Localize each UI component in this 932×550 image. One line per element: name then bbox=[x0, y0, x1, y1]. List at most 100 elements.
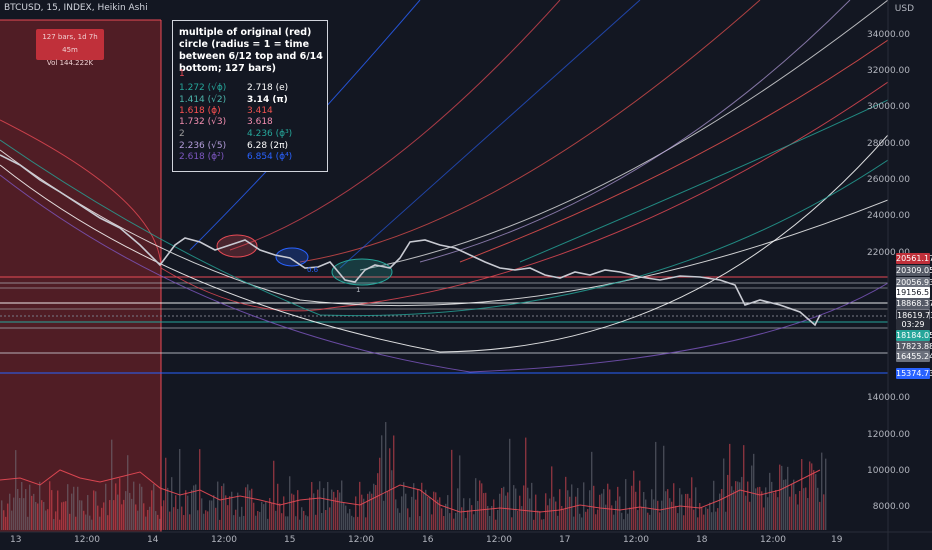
volume-bar bbox=[463, 498, 465, 530]
volume-bar bbox=[551, 466, 553, 530]
volume-bar bbox=[583, 482, 585, 530]
volume-bar bbox=[471, 505, 473, 530]
price-tag: 20561.17 bbox=[896, 253, 932, 264]
volume-bar bbox=[549, 498, 551, 530]
volume-bar bbox=[47, 509, 49, 530]
annotation-note[interactable]: multiple of original (red) circle (radiu… bbox=[172, 20, 328, 172]
volume-bar bbox=[711, 512, 713, 530]
volume-bar bbox=[175, 495, 177, 530]
volume-bar bbox=[329, 507, 331, 530]
y-tick: 8000.00 bbox=[872, 502, 910, 512]
volume-bar bbox=[671, 501, 673, 530]
volume-bar bbox=[133, 481, 135, 530]
note-item: 2 bbox=[179, 129, 185, 139]
volume-bar bbox=[177, 508, 179, 530]
volume-bar bbox=[215, 507, 217, 530]
volume-bar bbox=[457, 488, 459, 530]
volume-bar bbox=[409, 517, 411, 530]
volume-bar bbox=[657, 500, 659, 530]
measure-region bbox=[0, 20, 161, 532]
volume-bar bbox=[599, 494, 601, 530]
volume-bar bbox=[691, 477, 693, 530]
volume-bar bbox=[383, 500, 385, 530]
volume-bar bbox=[43, 501, 45, 530]
volume-bar bbox=[91, 519, 93, 530]
volume-bar bbox=[817, 487, 819, 530]
volume-bar bbox=[219, 519, 221, 530]
volume-bar bbox=[763, 507, 765, 530]
volume-bar bbox=[775, 490, 777, 530]
volume-bar bbox=[259, 511, 261, 530]
volume-bar bbox=[13, 497, 15, 530]
volume-bar bbox=[149, 506, 151, 530]
volume-bar bbox=[681, 494, 683, 530]
volume-bar bbox=[429, 497, 431, 530]
volume-bar bbox=[3, 510, 5, 530]
x-tick: 12:00 bbox=[348, 535, 374, 545]
volume-bar bbox=[265, 501, 267, 530]
volume-bar bbox=[787, 466, 789, 530]
note-item: 2.236 (√5) bbox=[179, 141, 227, 151]
volume-bar bbox=[695, 487, 697, 530]
volume-bar bbox=[333, 491, 335, 530]
highlight-ellipse-green bbox=[331, 258, 393, 286]
volume-bar bbox=[477, 500, 479, 530]
volume-bar bbox=[71, 493, 73, 530]
volume-bar bbox=[447, 495, 449, 530]
volume-bar bbox=[741, 476, 743, 530]
volume-bar bbox=[485, 492, 487, 530]
volume-bar bbox=[493, 499, 495, 530]
volume-bar bbox=[95, 491, 97, 530]
volume-bar bbox=[19, 497, 21, 530]
volume-bar bbox=[625, 479, 627, 530]
volume-bar bbox=[659, 512, 661, 530]
volume-bar bbox=[777, 497, 779, 530]
volume-bar bbox=[531, 482, 533, 530]
volume-bar bbox=[317, 489, 319, 530]
volume-bar bbox=[297, 490, 299, 530]
volume-bar bbox=[411, 496, 413, 530]
y-tick: 28000.00 bbox=[867, 139, 910, 149]
volume-bar bbox=[635, 491, 637, 530]
volume-bar bbox=[335, 497, 337, 530]
volume-bar bbox=[349, 508, 351, 530]
volume-bar bbox=[727, 474, 729, 530]
note-item: 3.414 bbox=[247, 106, 273, 116]
volume-bar bbox=[65, 501, 67, 530]
volume-bar bbox=[269, 498, 271, 530]
volume-bar bbox=[693, 509, 695, 530]
volume-bar bbox=[59, 519, 61, 530]
volume-bar bbox=[75, 516, 77, 530]
price-tag: 16455.24 bbox=[896, 351, 932, 362]
volume-bar bbox=[369, 491, 371, 530]
volume-bar bbox=[511, 517, 513, 530]
volume-bar bbox=[183, 515, 185, 530]
volume-bar bbox=[595, 514, 597, 530]
x-tick: 12:00 bbox=[486, 535, 512, 545]
volume-bar bbox=[311, 482, 313, 530]
volume-bar bbox=[241, 506, 243, 530]
volume-bar bbox=[633, 470, 635, 530]
volume-bar bbox=[405, 493, 407, 530]
volume-bar bbox=[533, 519, 535, 530]
volume-bar bbox=[611, 505, 613, 530]
volume-bar bbox=[137, 510, 139, 530]
volume-bar bbox=[209, 500, 211, 530]
volume-bar bbox=[81, 500, 83, 530]
volume-bar bbox=[229, 496, 231, 530]
volume-bar bbox=[535, 494, 537, 530]
volume-bar bbox=[147, 509, 149, 530]
volume-bar bbox=[607, 483, 609, 530]
volume-bar bbox=[79, 500, 81, 530]
volume-bar bbox=[797, 504, 799, 530]
volume-bar bbox=[605, 504, 607, 530]
price-tag: 17823.88 bbox=[896, 341, 932, 352]
volume-bar bbox=[217, 481, 219, 530]
volume-bar bbox=[619, 496, 621, 530]
volume-bar bbox=[765, 487, 767, 530]
symbol-info[interactable]: BTCUSD, 15, INDEX, Heikin Ashi bbox=[4, 3, 148, 13]
volume-bar bbox=[501, 487, 503, 530]
volume-bar bbox=[651, 489, 653, 530]
volume-bar bbox=[425, 489, 427, 530]
